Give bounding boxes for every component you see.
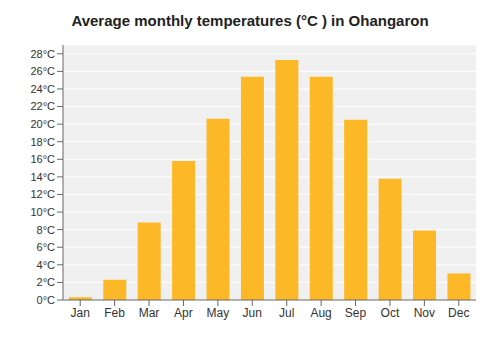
svg-text:22°C: 22°C [30, 100, 55, 112]
svg-text:0°C: 0°C [37, 294, 56, 306]
svg-text:Apr: Apr [174, 306, 193, 320]
svg-text:26°C: 26°C [30, 65, 55, 77]
svg-text:Aug: Aug [310, 306, 331, 320]
svg-text:Jul: Jul [279, 306, 294, 320]
svg-text:18°C: 18°C [30, 136, 55, 148]
html-text:Average monthly temperatures (: Average monthly temperatures (°C ) in Oh… [71, 12, 429, 29]
svg-text:Jan: Jan [71, 306, 90, 320]
svg-text:Mar: Mar [139, 306, 160, 320]
svg-text:Oct: Oct [381, 306, 400, 320]
svg-text:24°C: 24°C [30, 83, 55, 95]
svg-text:Feb: Feb [104, 306, 125, 320]
svg-text:4°C: 4°C [37, 259, 56, 271]
svg-text:2°C: 2°C [37, 276, 56, 288]
svg-text:Jun: Jun [243, 306, 262, 320]
svg-text:Dec: Dec [448, 306, 469, 320]
svg-text:Nov: Nov [414, 306, 435, 320]
svg-text:6°C: 6°C [37, 241, 56, 253]
svg-text:Sep: Sep [345, 306, 367, 320]
svg-text:8°C: 8°C [37, 224, 56, 236]
svg-text:14°C: 14°C [30, 171, 55, 183]
svg-text:12°C: 12°C [30, 188, 55, 200]
svg-text:20°C: 20°C [30, 118, 55, 130]
svg-text:May: May [207, 306, 230, 320]
svg-text:28°C: 28°C [30, 48, 55, 60]
svg-text:10°C: 10°C [30, 206, 55, 218]
svg-text:16°C: 16°C [30, 153, 55, 165]
